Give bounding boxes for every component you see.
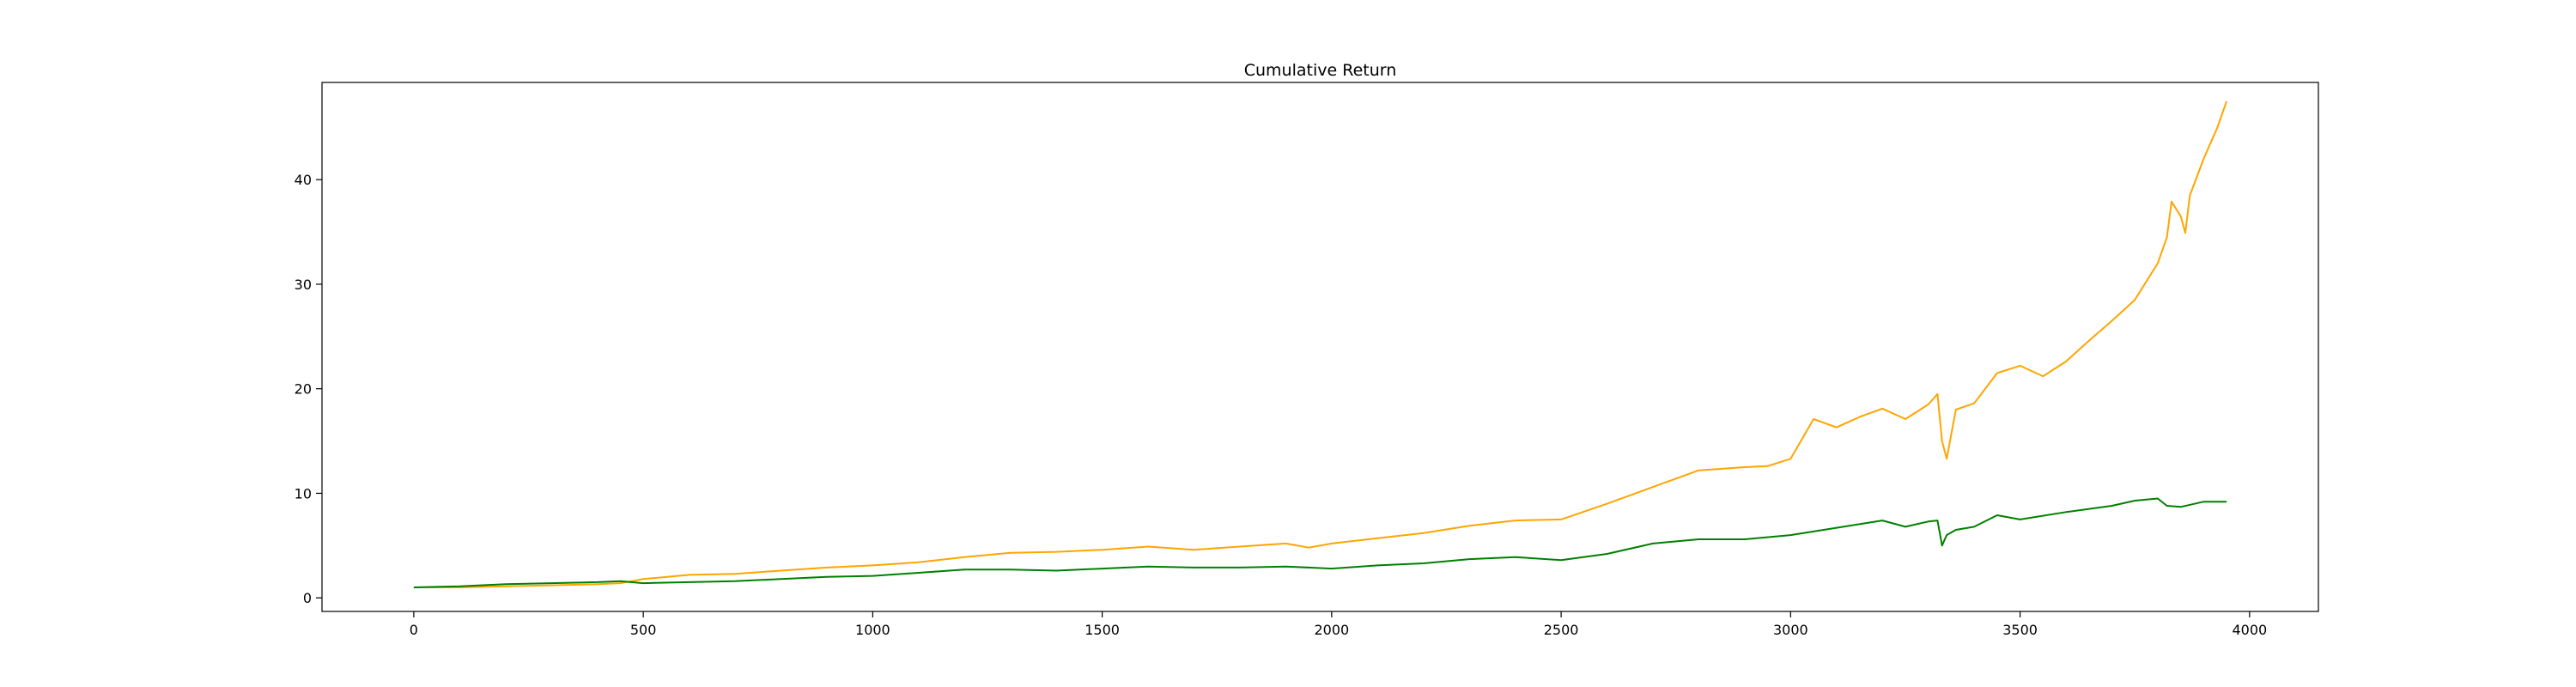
plot-frame: [321, 82, 2319, 612]
x-tick-label: 2500: [1544, 622, 1579, 638]
y-tick-label: 40: [295, 172, 312, 188]
plot-area: [322, 82, 2318, 611]
chart-title: Cumulative Return: [1244, 61, 1397, 80]
y-tick-label: 0: [303, 590, 312, 606]
x-tick-label: 0: [410, 622, 418, 638]
x-tick-label: 4000: [2232, 622, 2267, 638]
y-tick-label: 20: [295, 381, 312, 398]
series-layer: [413, 100, 2228, 588]
x-tick-label: 500: [630, 622, 657, 638]
x-tick-label: 1000: [855, 622, 890, 638]
x-tick-label: 3000: [1773, 622, 1808, 638]
x-tick-label: 2000: [1315, 622, 1350, 638]
series-line-1: [413, 497, 2227, 588]
series-line-0: [413, 100, 2228, 588]
x-tick-label: 3500: [2002, 622, 2038, 638]
ticks-layer: 0 500 1000 1500 2000 2500 3000 3500 4000 0 10 20 30 4…: [295, 172, 2268, 638]
y-tick-label: 30: [295, 277, 312, 293]
y-tick-label: 10: [295, 485, 312, 502]
x-tick-label: 1500: [1084, 622, 1120, 638]
